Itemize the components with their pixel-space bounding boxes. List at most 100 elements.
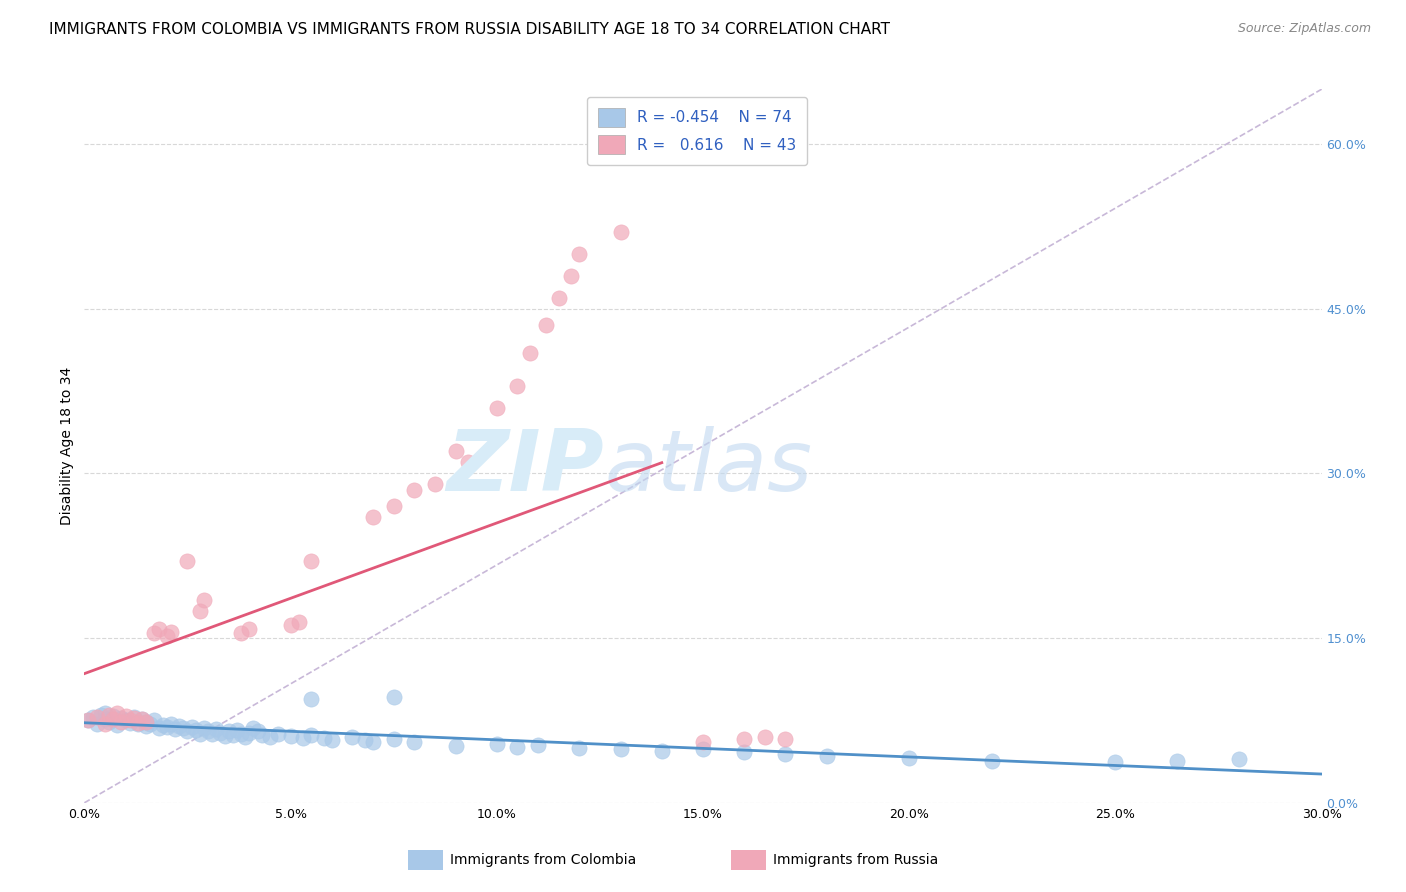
Point [118, 714, 141, 728]
Point [898, 751, 921, 765]
Point [156, 629, 179, 643]
Text: ZIP: ZIP [446, 425, 605, 509]
Point [193, 721, 215, 735]
Point [152, 718, 174, 732]
Point [131, 712, 153, 726]
Point [353, 733, 375, 747]
Y-axis label: Disability Age 18 to 34: Disability Age 18 to 34 [60, 367, 75, 525]
Point [127, 716, 149, 731]
Point [127, 715, 149, 730]
Point [148, 721, 170, 735]
Point [733, 732, 755, 747]
Point [94, 706, 117, 720]
Point [94, 712, 117, 726]
Point [775, 747, 797, 762]
Point [82, 710, 104, 724]
Legend: R = -0.454    N = 74, R =   0.616    N = 43: R = -0.454 N = 74, R = 0.616 N = 43 [586, 97, 807, 165]
Point [114, 714, 136, 728]
Point [103, 709, 125, 723]
Point [238, 725, 260, 739]
Point [506, 378, 529, 392]
Point [321, 733, 343, 747]
Point [299, 728, 322, 742]
Point [485, 737, 508, 751]
Point [114, 709, 136, 723]
Text: atlas: atlas [605, 425, 813, 509]
Point [86, 710, 108, 724]
Point [209, 725, 232, 739]
Point [197, 724, 219, 739]
Text: Immigrants from Russia: Immigrants from Russia [773, 853, 939, 867]
Point [180, 720, 202, 734]
Point [980, 754, 1002, 768]
Point [238, 623, 260, 637]
Point [94, 716, 117, 731]
Point [404, 735, 426, 749]
Point [156, 720, 179, 734]
Point [733, 745, 755, 759]
Point [110, 714, 132, 729]
Point [188, 604, 211, 618]
Point [609, 742, 631, 756]
Point [160, 716, 183, 731]
Point [506, 739, 529, 754]
Point [423, 477, 446, 491]
Point [77, 714, 100, 728]
Point [229, 726, 252, 740]
Point [98, 714, 121, 729]
Point [536, 318, 558, 333]
Text: Source: ZipAtlas.com: Source: ZipAtlas.com [1237, 22, 1371, 36]
Point [560, 268, 582, 283]
Point [160, 624, 183, 639]
Point [233, 730, 256, 744]
Text: IMMIGRANTS FROM COLOMBIA VS IMMIGRANTS FROM RUSSIA DISABILITY AGE 18 TO 34 CORRE: IMMIGRANTS FROM COLOMBIA VS IMMIGRANTS F… [49, 22, 890, 37]
Point [382, 732, 405, 747]
Point [188, 726, 211, 740]
Point [775, 732, 797, 747]
Point [361, 510, 384, 524]
Point [103, 712, 125, 726]
Point [90, 708, 112, 723]
Point [291, 731, 314, 745]
Point [288, 615, 311, 629]
Point [229, 625, 252, 640]
Point [312, 731, 335, 745]
Point [122, 710, 145, 724]
Point [139, 716, 162, 731]
Point [98, 708, 121, 723]
Point [457, 455, 479, 469]
Point [214, 729, 236, 743]
Point [167, 719, 190, 733]
Point [692, 742, 714, 756]
Point [242, 721, 264, 735]
Point [485, 401, 508, 415]
Point [143, 625, 166, 640]
Point [361, 735, 384, 749]
Point [77, 714, 100, 728]
Point [1166, 754, 1188, 768]
Point [259, 730, 281, 744]
Point [1227, 752, 1250, 766]
Point [118, 715, 141, 730]
Point [527, 738, 550, 752]
Point [135, 714, 157, 729]
Point [184, 723, 207, 738]
Point [131, 712, 153, 726]
Point [201, 726, 224, 740]
Point [444, 739, 467, 753]
Point [143, 714, 166, 728]
Point [382, 500, 405, 514]
Point [193, 592, 215, 607]
Point [815, 748, 838, 763]
Text: Immigrants from Colombia: Immigrants from Colombia [450, 853, 636, 867]
Point [176, 724, 198, 739]
Point [382, 690, 405, 705]
Point [754, 730, 776, 744]
Point [246, 724, 269, 739]
Point [1104, 755, 1126, 769]
Point [280, 618, 302, 632]
Point [105, 718, 128, 732]
Point [250, 728, 273, 742]
Point [205, 723, 228, 737]
Point [547, 291, 569, 305]
